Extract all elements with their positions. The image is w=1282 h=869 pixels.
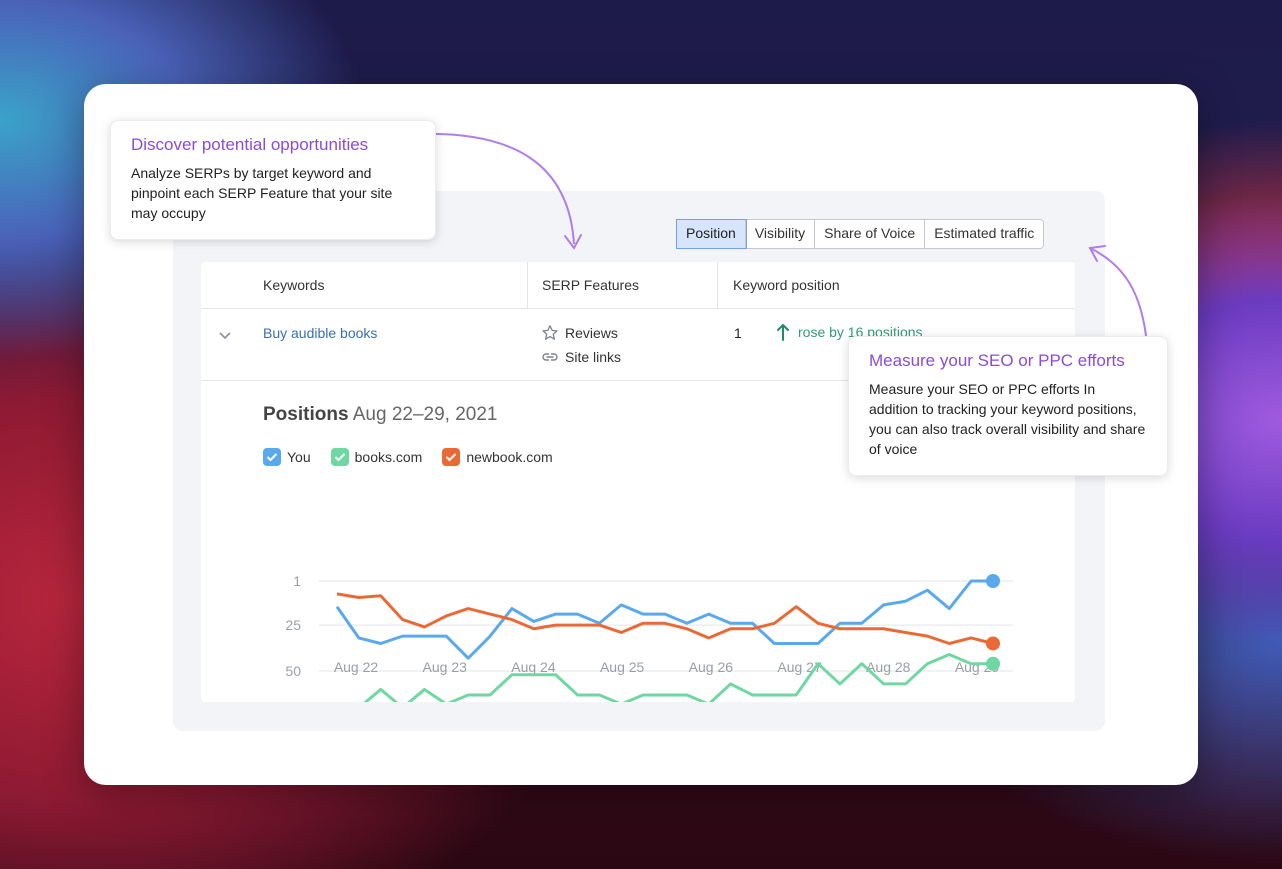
y-tick-label: 50 [285,663,301,679]
legend-label: books.com [354,449,423,465]
series-line-0 [335,579,993,660]
series-end-point[interactable] [986,574,1000,588]
header-keywords[interactable]: Keywords [263,277,325,293]
chevron-down-icon[interactable] [217,329,233,343]
callout-measure-body: Measure your SEO or PPC efforts In addit… [869,381,1146,457]
x-tick-label: Aug 28 [866,659,911,675]
table-header: Keywords SERP Features Keyword position [201,262,1075,309]
checkbox-checked-icon[interactable] [263,448,281,466]
series-line-2 [336,592,994,645]
callout-measure-title: Measure your SEO or PPC efforts [869,351,1125,370]
chart-date-range: Aug 22–29, 2021 [352,404,498,425]
series-end-point[interactable] [986,656,1000,671]
chart-title-label: Positions [263,404,349,425]
tab-estimated-traffic[interactable]: Estimated traffic [934,225,1035,241]
metric-tabs: Position Visibility Share of Voice Estim… [676,219,1045,249]
legend-label: newbook.com [466,449,553,465]
arrow-up-icon [777,324,789,341]
current-position: 1 [734,325,742,341]
keyword-link[interactable]: Buy audible books [263,325,378,341]
series-line-1 [363,653,993,702]
x-tick-label: Aug 22 [334,659,379,675]
star-icon [542,325,558,340]
x-tick-label: Aug 26 [689,659,734,675]
legend-label: You [287,449,311,465]
header-serp-features[interactable]: SERP Features [542,277,640,293]
callout-measure: Measure your SEO or PPC efforts Measure … [848,336,1168,476]
y-tick-label: 25 [285,617,301,633]
callout-discover-body: Analyze SERPs by target keyword and pinp… [131,165,393,221]
link-icon [542,353,558,361]
main-card: Position Visibility Share of Voice Estim… [84,84,1198,785]
checkbox-checked-icon[interactable] [442,448,461,466]
legend-item-you[interactable]: You [263,448,311,466]
callout-discover-title: Discover potential opportunities [131,135,369,154]
y-tick-label: 1 [293,573,301,589]
legend-item-newbook[interactable]: newbook.com [442,448,553,466]
header-keyword-position[interactable]: Keyword position [733,277,840,293]
x-tick-label: Aug 27 [777,659,822,675]
x-tick-label: Aug 25 [600,659,645,675]
tab-position[interactable]: Position [676,219,747,249]
series-end-point[interactable] [986,636,1000,651]
serp-feature-label: Reviews [565,325,618,341]
x-tick-label: Aug 23 [423,659,468,675]
serp-feature-site-links: Site links [541,348,621,366]
serp-feature-reviews: Reviews [541,324,618,342]
column-divider [717,262,718,308]
tab-share-of-voice[interactable]: Share of Voice [815,220,926,248]
chart-legend: You books.com newbook.com [263,448,553,466]
x-tick-label: Aug 24 [511,659,556,675]
serp-feature-label: Site links [565,349,622,365]
checkbox-checked-icon[interactable] [330,448,349,466]
callout-discover: Discover potential opportunities Analyze… [110,120,436,240]
chart-title: Positions Aug 22–29, 2021 [263,404,498,426]
keywords-table: Keywords SERP Features Keyword position … [201,262,1075,702]
column-divider [527,262,528,308]
tab-visibility[interactable]: Visibility [746,220,816,248]
legend-item-books[interactable]: books.com [330,448,423,466]
